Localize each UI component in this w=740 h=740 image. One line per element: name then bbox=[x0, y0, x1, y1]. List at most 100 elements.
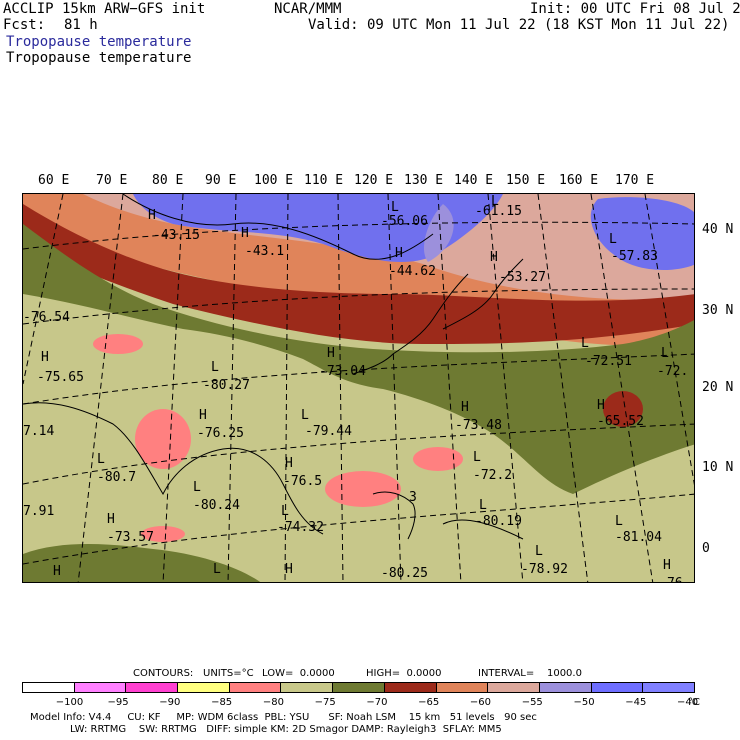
colored-field-title: Tropopause temperature bbox=[6, 34, 192, 50]
band-45-to-40 bbox=[133, 194, 503, 263]
pressure-center-symbol: H bbox=[395, 246, 403, 261]
high-label: HIGH= 0.0000 bbox=[366, 668, 442, 679]
contour-value: -78.92 bbox=[521, 562, 568, 577]
band-65-to-60 bbox=[23, 204, 694, 344]
legend-tick-label: −40 bbox=[677, 697, 699, 708]
contour-value: -80.27 bbox=[203, 378, 250, 393]
contour-value: -79.44 bbox=[305, 424, 352, 439]
pressure-center-symbol: L bbox=[609, 232, 617, 247]
pressure-center-symbol: L bbox=[97, 452, 105, 467]
longitude-label: 120 E bbox=[354, 173, 394, 188]
warm-pocket bbox=[413, 447, 463, 471]
contour-value: 76 bbox=[667, 576, 683, 582]
contour-value: -43.1 bbox=[245, 244, 285, 259]
legend-swatch bbox=[333, 683, 385, 692]
longitude-label: 160 E bbox=[559, 173, 599, 188]
contour-value: -73.04 bbox=[319, 364, 366, 379]
contour-value: -74.32 bbox=[277, 520, 324, 535]
pressure-center-symbol: L bbox=[301, 408, 309, 423]
pressure-center-symbol: H bbox=[148, 208, 156, 223]
contour-value: -72. bbox=[657, 364, 689, 379]
band-45-to-40-east bbox=[590, 197, 694, 270]
contour-value: 7.91 bbox=[23, 504, 55, 519]
pressure-center-symbol: L bbox=[281, 504, 289, 519]
contour-value: -80.25 bbox=[381, 566, 428, 581]
contour-value: 7.14 bbox=[23, 424, 55, 439]
legend-swatch bbox=[281, 683, 334, 692]
legend-swatch bbox=[643, 683, 694, 692]
coastlines bbox=[23, 194, 524, 540]
pressure-center-symbol: H bbox=[663, 558, 671, 573]
model-title: ACCLIP 15km ARW−GFS init bbox=[3, 1, 206, 17]
band-70-to-65 bbox=[23, 224, 694, 494]
contour-value: -80.19 bbox=[475, 514, 522, 529]
legend-swatch bbox=[126, 683, 179, 692]
contour-value: -44.62 bbox=[389, 264, 436, 279]
pressure-center-symbol: H bbox=[241, 226, 249, 241]
contour-value: -80.7 bbox=[97, 470, 137, 485]
contour-value: -80.24 bbox=[193, 498, 240, 513]
legend-swatch bbox=[436, 683, 489, 692]
legend-tick-label: −65 bbox=[418, 697, 440, 708]
pressure-center-symbol: L bbox=[615, 514, 623, 529]
pressure-center-symbol: L bbox=[581, 336, 589, 351]
contour-value: -43.15 bbox=[153, 228, 200, 243]
legend-tick-label: −45 bbox=[625, 697, 647, 708]
pressure-center-symbol: H bbox=[327, 346, 335, 361]
pressure-center-symbol: L bbox=[491, 194, 499, 209]
legend-swatch bbox=[229, 683, 282, 692]
longitude-label: 80 E bbox=[152, 173, 184, 188]
legend-swatch bbox=[74, 683, 127, 692]
legend-swatch bbox=[591, 683, 644, 692]
map-canvas bbox=[23, 194, 694, 582]
model-info-line-2: LW: RRTMG SW: RRTMG DIFF: simple KM: 2D … bbox=[70, 724, 502, 735]
legend-tick-label: −95 bbox=[107, 697, 129, 708]
longitude-label: 150 E bbox=[506, 173, 546, 188]
legend-tick-label: −100 bbox=[55, 697, 84, 708]
latitude-label: 10 N bbox=[702, 460, 734, 475]
contour-value: -72.2 bbox=[473, 468, 513, 483]
pressure-center-symbol: L bbox=[213, 562, 221, 577]
color-scale-bar bbox=[22, 682, 695, 693]
longitude-label: 170 E bbox=[615, 173, 655, 188]
longitude-label: 110 E bbox=[304, 173, 344, 188]
legend-tick-label: −50 bbox=[573, 697, 595, 708]
band-50-to-45-edge bbox=[423, 204, 454, 262]
cold-spot bbox=[603, 391, 643, 427]
contour-value: -73.57 bbox=[107, 530, 154, 545]
contour-value: -72.51 bbox=[585, 354, 632, 369]
init-time: Init: 00 UTC Fri 08 Jul 22 bbox=[530, 1, 740, 17]
longitude-label: 90 E bbox=[205, 173, 237, 188]
legend-tick-label: −55 bbox=[521, 697, 543, 708]
longitude-label: 130 E bbox=[404, 173, 444, 188]
contour-value: -76.25 bbox=[197, 426, 244, 441]
latitude-label: 0 bbox=[702, 541, 710, 556]
graticule bbox=[23, 194, 694, 582]
pressure-center-symbol: H bbox=[107, 512, 115, 527]
contour-value: -65.52 bbox=[597, 414, 644, 429]
contour-value: 3 bbox=[409, 490, 417, 505]
warm-pocket bbox=[141, 526, 185, 542]
warm-pocket bbox=[93, 334, 143, 354]
pressure-center-symbol: L bbox=[391, 200, 399, 215]
legend-swatch bbox=[178, 683, 230, 692]
legend-tick-label: −75 bbox=[314, 697, 336, 708]
contour-value: -73.48 bbox=[455, 418, 502, 433]
contour-value: -75.65 bbox=[37, 370, 84, 385]
map-panel: H -43.15 H -43.1 L -56.06 L -61.15 H -44… bbox=[22, 193, 695, 583]
units-label: UNITS=°C bbox=[203, 668, 254, 679]
low-label: LOW= 0.0000 bbox=[262, 668, 335, 679]
contours-label: CONTOURS: bbox=[133, 668, 194, 679]
contour-value: -56.06 bbox=[381, 214, 428, 229]
pressure-center-symbol: L bbox=[661, 346, 669, 361]
forecast-label: Fcst: bbox=[3, 17, 46, 33]
center-label: NCAR/MMM bbox=[274, 1, 342, 17]
pressure-center-symbol: H bbox=[199, 408, 207, 423]
interval-label: INTERVAL= 1000.0 bbox=[478, 668, 582, 679]
contour-field-title: Tropopause temperature bbox=[6, 50, 192, 66]
model-info-line-1: Model Info: V4.4 CU: KF MP: WDM 6class P… bbox=[30, 712, 537, 723]
pressure-center-symbol: H bbox=[461, 400, 469, 415]
contour-value: -53.27 bbox=[499, 270, 546, 285]
contour-value: -81.04 bbox=[615, 530, 662, 545]
pressure-center-symbol: L bbox=[211, 360, 219, 375]
